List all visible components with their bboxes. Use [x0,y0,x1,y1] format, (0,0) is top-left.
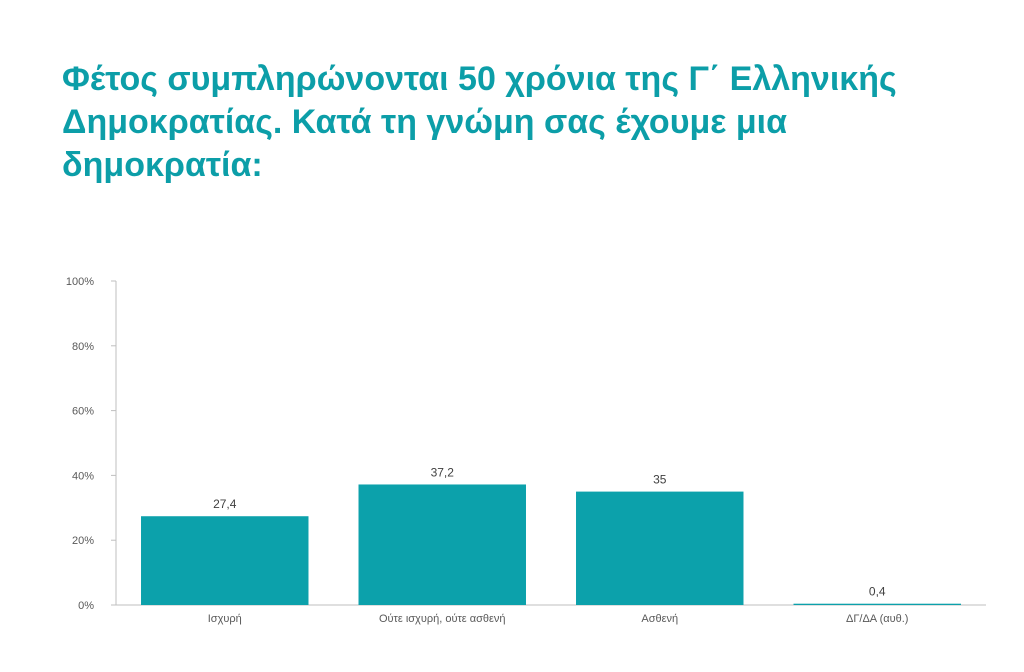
y-tick-label: 100% [66,276,94,288]
y-tick-label: 40% [72,470,94,482]
x-tick-label: Ισχυρή [208,613,242,625]
bar [793,603,961,605]
x-tick-label: ΔΓ/ΔΑ (αυθ.) [846,613,908,625]
chart-title: Φέτος συμπληρώνονται 50 χρόνια της Γ΄ Ελ… [62,60,897,184]
y-tick-label: 80% [72,341,94,353]
bar [141,516,309,605]
data-label: 27,4 [213,497,237,511]
bar [576,491,744,605]
data-labels: 27,4 37,2 35 0,4 [213,465,886,598]
bar [358,484,526,605]
data-label: 0,4 [869,585,886,599]
y-tick-label: 0% [78,600,94,612]
x-axis: Ισχυρή Ούτε ισχυρή, ούτε ασθενή Ασθενή ΔΓ/Δ… [116,604,986,625]
y-tick-label: 60% [72,406,94,418]
bars [141,484,961,605]
data-label: 37,2 [431,465,455,479]
x-tick-label: Ασθενή [641,613,678,625]
data-label: 35 [653,473,667,487]
y-axis: 0% 20% 40% 60% 80% 100% [66,276,117,612]
y-tick-label: 20% [72,535,94,547]
x-tick-label: Ούτε ισχυρή, ούτε ασθενή [379,613,506,625]
